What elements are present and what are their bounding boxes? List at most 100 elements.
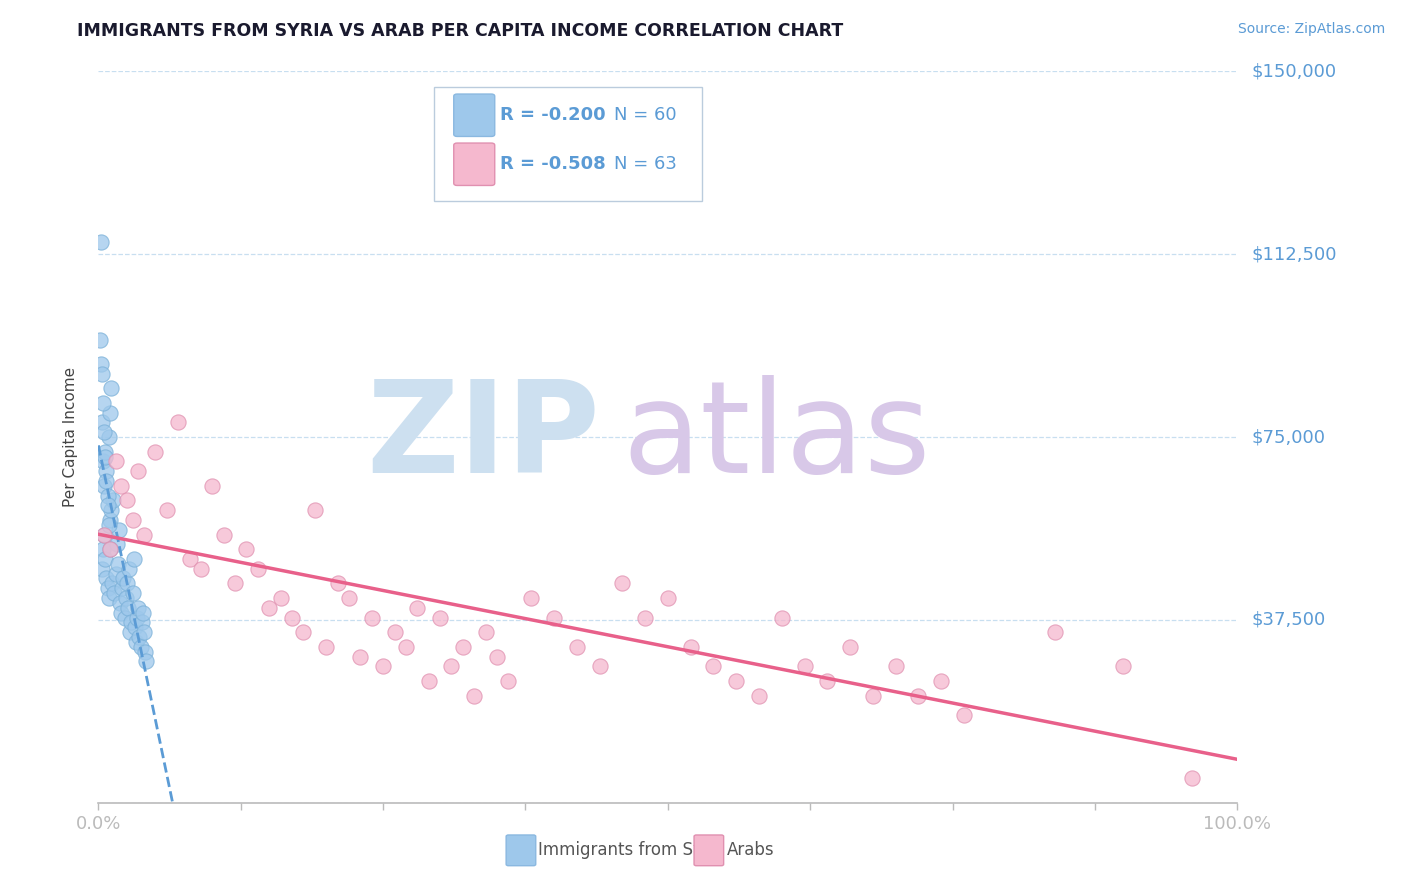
Point — [110, 479, 132, 493]
Point — [100, 381, 122, 395]
Point — [463, 689, 485, 703]
Point — [104, 566, 127, 581]
Point — [114, 610, 136, 624]
Point — [281, 610, 304, 624]
Point — [1043, 625, 1066, 640]
Point — [93, 527, 115, 541]
Point — [246, 562, 269, 576]
Point — [543, 610, 565, 624]
Point — [103, 586, 125, 600]
Point — [748, 689, 770, 703]
Point — [190, 562, 212, 576]
Point — [337, 591, 360, 605]
Point — [839, 640, 862, 654]
Point — [132, 606, 155, 620]
Point — [612, 576, 634, 591]
Point — [224, 576, 246, 591]
Point — [131, 615, 153, 630]
FancyBboxPatch shape — [454, 143, 495, 186]
Point — [91, 542, 114, 557]
Point — [90, 235, 112, 249]
Point — [326, 576, 349, 591]
Point — [91, 454, 114, 468]
Point — [588, 659, 610, 673]
Point — [98, 542, 121, 557]
Point — [114, 591, 136, 605]
Point — [118, 562, 141, 576]
Point — [125, 635, 148, 649]
Point — [132, 527, 155, 541]
Point — [104, 454, 127, 468]
Point — [112, 572, 135, 586]
Point — [117, 600, 139, 615]
Point — [127, 600, 149, 615]
Text: Immigrants from Syria: Immigrants from Syria — [538, 841, 724, 859]
Point — [108, 523, 131, 537]
Point — [100, 503, 122, 517]
Point — [520, 591, 543, 605]
Point — [98, 513, 121, 527]
Point — [93, 479, 115, 493]
Text: N = 63: N = 63 — [614, 155, 678, 173]
Point — [91, 396, 114, 410]
Point — [93, 425, 115, 440]
Point — [953, 708, 976, 723]
Point — [1181, 772, 1204, 786]
Text: R = -0.200: R = -0.200 — [501, 106, 606, 124]
Point — [259, 600, 281, 615]
Point — [129, 640, 152, 654]
Point — [97, 591, 120, 605]
Point — [395, 640, 418, 654]
FancyBboxPatch shape — [434, 87, 702, 201]
Point — [97, 430, 120, 444]
Point — [679, 640, 702, 654]
Point — [110, 606, 132, 620]
Point — [94, 444, 117, 458]
Point — [145, 444, 167, 458]
Point — [406, 600, 429, 615]
Point — [101, 576, 124, 591]
Point — [127, 610, 149, 624]
Point — [135, 654, 157, 668]
Point — [108, 596, 131, 610]
Point — [90, 562, 112, 576]
FancyBboxPatch shape — [506, 835, 536, 866]
Text: ZIP: ZIP — [366, 375, 599, 500]
Point — [156, 503, 179, 517]
Y-axis label: Per Capita Income: Per Capita Income — [63, 367, 77, 508]
Point — [94, 450, 117, 464]
Point — [105, 537, 128, 551]
Point — [384, 625, 406, 640]
Point — [292, 625, 315, 640]
Point — [134, 645, 156, 659]
Point — [107, 557, 129, 571]
Text: N = 60: N = 60 — [614, 106, 676, 124]
Point — [120, 615, 142, 630]
Point — [96, 464, 118, 478]
Point — [96, 489, 118, 503]
Point — [418, 673, 440, 688]
Point — [115, 493, 138, 508]
Text: $37,500: $37,500 — [1251, 611, 1326, 629]
Point — [474, 625, 496, 640]
Point — [122, 552, 145, 566]
Point — [103, 493, 125, 508]
Point — [270, 591, 292, 605]
Text: Source: ZipAtlas.com: Source: ZipAtlas.com — [1237, 22, 1385, 37]
Point — [89, 333, 111, 347]
Point — [121, 513, 143, 527]
Point — [793, 659, 815, 673]
Point — [115, 576, 138, 591]
Point — [167, 416, 190, 430]
Point — [884, 659, 907, 673]
Point — [96, 572, 118, 586]
FancyBboxPatch shape — [695, 835, 724, 866]
Point — [702, 659, 724, 673]
Point — [440, 659, 463, 673]
Point — [96, 474, 118, 488]
Point — [429, 610, 451, 624]
Point — [725, 673, 748, 688]
Point — [1112, 659, 1135, 673]
Point — [486, 649, 509, 664]
Text: IMMIGRANTS FROM SYRIA VS ARAB PER CAPITA INCOME CORRELATION CHART: IMMIGRANTS FROM SYRIA VS ARAB PER CAPITA… — [77, 22, 844, 40]
